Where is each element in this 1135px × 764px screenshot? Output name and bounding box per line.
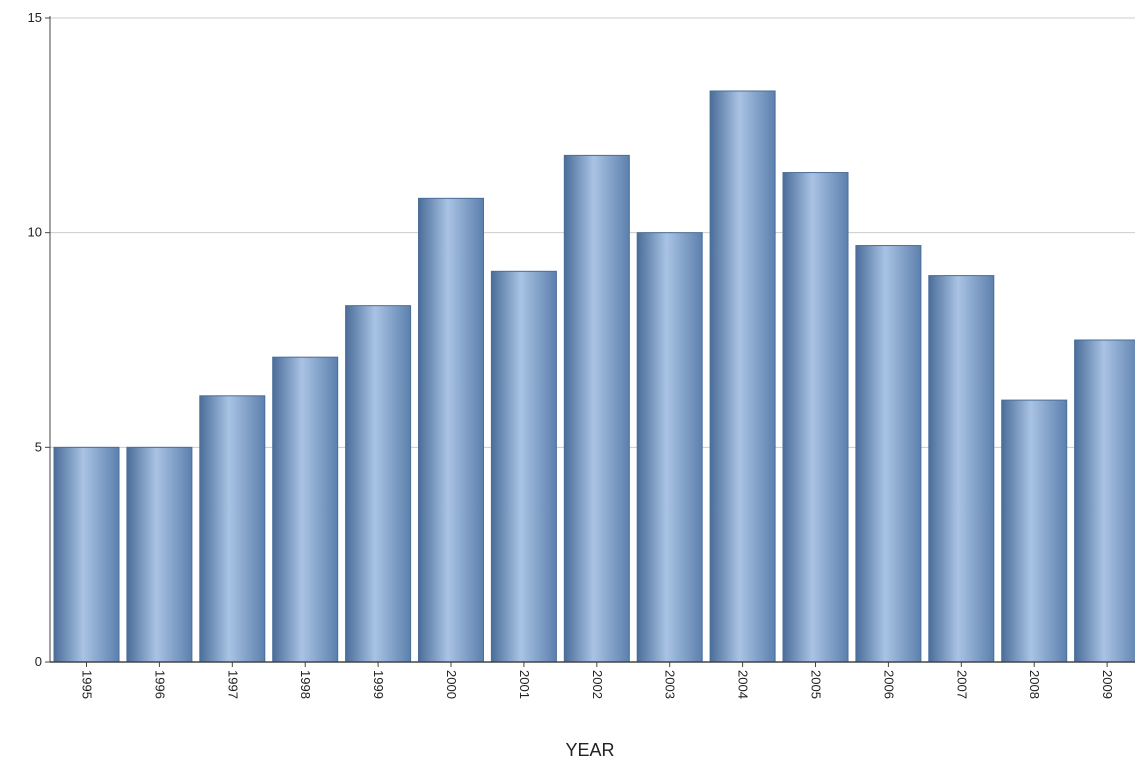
x-tick-label: 2002 xyxy=(590,670,605,699)
x-tick-label: 2001 xyxy=(517,670,532,699)
x-tick-label: 1996 xyxy=(152,670,167,699)
x-tick-label: 1997 xyxy=(225,670,240,699)
bar-2004 xyxy=(709,90,776,663)
x-tick-label: 1999 xyxy=(371,670,386,699)
x-tick-label: 2003 xyxy=(663,670,678,699)
x-tick-label: 1995 xyxy=(80,670,95,699)
x-tick-label: 2000 xyxy=(444,670,459,699)
bar-1998 xyxy=(272,356,339,663)
y-tick-label: 0 xyxy=(35,654,42,669)
x-tick-label: 2008 xyxy=(1027,670,1042,699)
bar-1996 xyxy=(126,446,193,663)
bar-2006 xyxy=(855,245,922,663)
bar-2005 xyxy=(782,172,849,663)
bar-1999 xyxy=(345,305,412,663)
x-axis-title: YEAR xyxy=(565,740,614,760)
x-tick-label: 2004 xyxy=(736,670,751,699)
y-tick-label: 15 xyxy=(28,10,42,25)
bar-1997 xyxy=(199,395,266,663)
bar-2007 xyxy=(928,275,995,663)
x-tick-label: 1998 xyxy=(298,670,313,699)
axes xyxy=(45,16,1135,667)
x-tick-label: 2007 xyxy=(954,670,969,699)
bar-2000 xyxy=(418,197,484,663)
y-tick-label: 5 xyxy=(35,439,42,454)
x-tick-label: 2005 xyxy=(809,670,824,699)
bars xyxy=(53,90,1135,663)
bar-2003 xyxy=(636,232,703,663)
x-tick-label: 2006 xyxy=(881,670,896,699)
x-tick-label: 2009 xyxy=(1100,670,1115,699)
bar-2008 xyxy=(1001,399,1068,663)
tick-labels: 0 5 10 15 1995 1996 1997 1998 1999 2000 2001 2002 20… xyxy=(28,10,1116,699)
bar-2001 xyxy=(490,270,557,663)
bar-2009 xyxy=(1074,339,1135,663)
bar-2002 xyxy=(563,154,630,663)
bar-1995 xyxy=(53,446,120,663)
y-tick-label: 10 xyxy=(28,225,42,240)
